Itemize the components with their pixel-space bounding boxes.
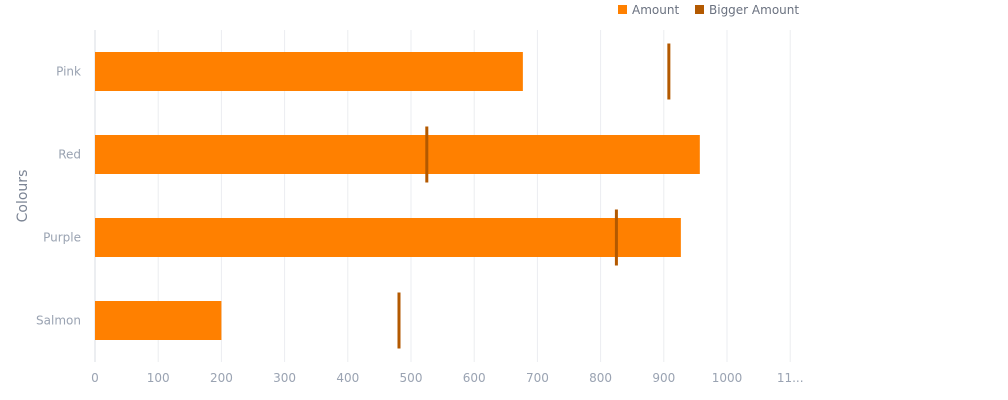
legend: Amount Bigger Amount xyxy=(618,3,799,17)
target-marker-red[interactable] xyxy=(425,126,429,183)
bars xyxy=(95,52,700,340)
x-tick-label: 0 xyxy=(91,371,99,385)
x-axis-ticks: 0 100 200 300 400 500 600 700 800 900 1000 11... xyxy=(91,371,803,385)
bar-pink[interactable] xyxy=(95,52,523,91)
x-tick-label: 100 xyxy=(147,371,170,385)
legend-item-bigger-amount[interactable]: Bigger Amount xyxy=(695,3,799,17)
legend-swatch-bigger-amount xyxy=(695,5,704,14)
x-tick-label: 900 xyxy=(652,371,675,385)
y-axis-title: Colours xyxy=(15,170,31,223)
target-marker-purple[interactable] xyxy=(614,209,618,266)
bar-salmon[interactable] xyxy=(95,301,222,340)
x-tick-label: 300 xyxy=(273,371,296,385)
legend-label-amount: Amount xyxy=(632,3,679,17)
category-label: Red xyxy=(58,148,81,162)
bar-red[interactable] xyxy=(95,135,700,174)
y-axis-categories: Pink Red Purple Salmon xyxy=(36,65,81,328)
target-marker-pink[interactable] xyxy=(667,43,671,100)
target-marker-salmon[interactable] xyxy=(397,292,401,349)
x-tick-label: 600 xyxy=(463,371,486,385)
target-markers xyxy=(397,43,671,349)
x-tick-label: 800 xyxy=(589,371,612,385)
x-tick-label: 11... xyxy=(777,371,804,385)
bar-purple[interactable] xyxy=(95,218,681,257)
x-tick-label: 400 xyxy=(336,371,359,385)
legend-swatch-amount xyxy=(618,5,627,14)
category-label: Salmon xyxy=(36,314,81,328)
x-tick-label: 200 xyxy=(210,371,233,385)
x-tick-label: 500 xyxy=(400,371,423,385)
legend-label-bigger-amount: Bigger Amount xyxy=(709,3,799,17)
legend-item-amount[interactable]: Amount xyxy=(618,3,679,17)
category-label: Pink xyxy=(56,65,81,79)
category-label: Purple xyxy=(43,231,81,245)
x-tick-label: 700 xyxy=(526,371,549,385)
x-tick-label: 1000 xyxy=(712,371,743,385)
